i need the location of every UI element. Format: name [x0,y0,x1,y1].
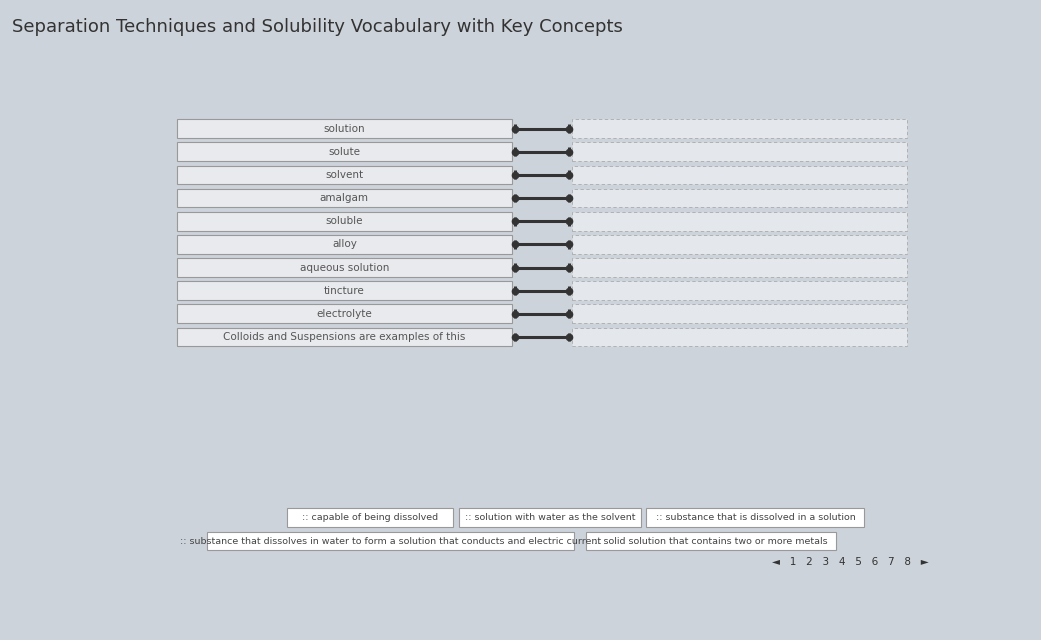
Text: :: substance that is dissolved in a solution: :: substance that is dissolved in a solu… [656,513,856,522]
Text: :: capable of being dissolved: :: capable of being dissolved [302,513,438,522]
Text: :: solid solution that contains two or more metals: :: solid solution that contains two or m… [594,536,828,545]
Text: amalgam: amalgam [320,193,369,203]
FancyBboxPatch shape [177,282,512,300]
FancyBboxPatch shape [177,166,512,184]
FancyBboxPatch shape [177,142,512,161]
Text: alloy: alloy [332,239,357,250]
FancyBboxPatch shape [573,166,907,184]
FancyBboxPatch shape [573,142,907,161]
FancyBboxPatch shape [646,508,864,527]
Text: :: solution with water as the solvent: :: solution with water as the solvent [464,513,635,522]
Text: solution: solution [324,124,365,134]
FancyBboxPatch shape [573,258,907,277]
FancyBboxPatch shape [573,328,907,346]
FancyBboxPatch shape [177,305,512,323]
FancyBboxPatch shape [573,282,907,300]
FancyBboxPatch shape [177,258,512,277]
Text: Colloids and Suspensions are examples of this: Colloids and Suspensions are examples of… [223,332,465,342]
FancyBboxPatch shape [573,212,907,230]
FancyBboxPatch shape [207,532,574,550]
FancyBboxPatch shape [177,328,512,346]
FancyBboxPatch shape [177,189,512,207]
FancyBboxPatch shape [177,235,512,253]
Text: solute: solute [328,147,360,157]
FancyBboxPatch shape [573,235,907,253]
Text: soluble: soluble [326,216,363,226]
FancyBboxPatch shape [573,305,907,323]
Text: solvent: solvent [325,170,363,180]
FancyBboxPatch shape [586,532,836,550]
FancyBboxPatch shape [459,508,641,527]
FancyBboxPatch shape [573,119,907,138]
FancyBboxPatch shape [573,189,907,207]
Text: Separation Techniques and Solubility Vocabulary with Key Concepts: Separation Techniques and Solubility Voc… [12,18,624,36]
FancyBboxPatch shape [177,212,512,230]
Text: electrolyte: electrolyte [316,309,373,319]
FancyBboxPatch shape [177,119,512,138]
Text: :: substance that dissolves in water to form a solution that conducts and electr: :: substance that dissolves in water to … [180,536,601,545]
Text: ◄   1   2   3   4   5   6   7   8   ►: ◄ 1 2 3 4 5 6 7 8 ► [772,557,929,567]
FancyBboxPatch shape [287,508,453,527]
Text: tincture: tincture [324,285,364,296]
Text: aqueous solution: aqueous solution [300,262,389,273]
